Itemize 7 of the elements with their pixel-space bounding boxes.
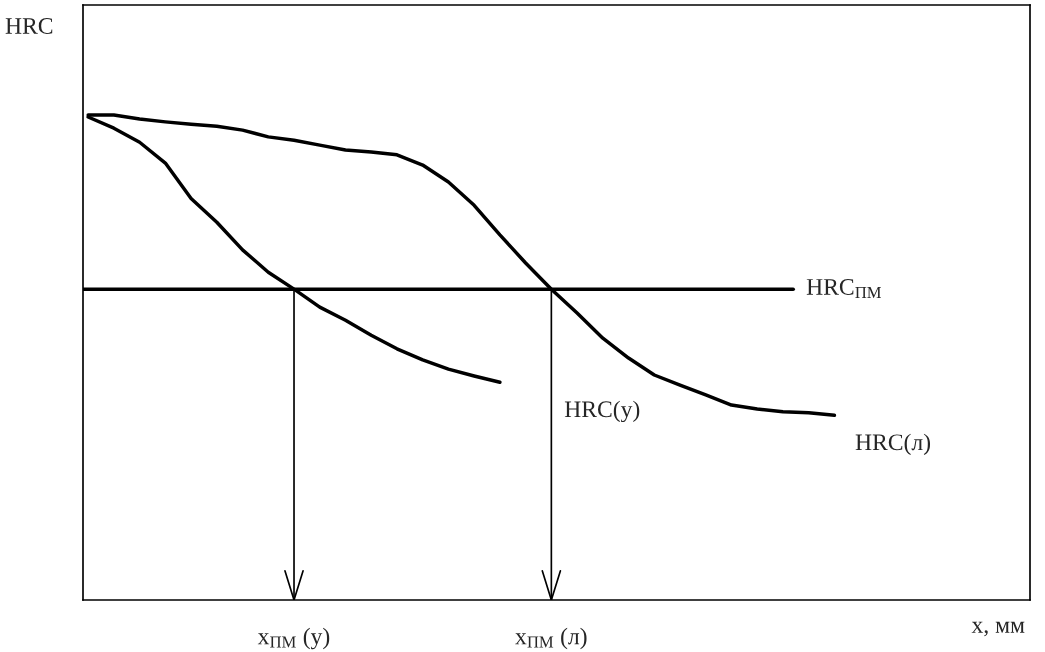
x-tick-label: x$_{ПМ}$ (у): [257, 627, 330, 650]
y-axis-title: HRC: [5, 18, 53, 34]
ref-line-label: HRC$_{ПМ}$: [806, 279, 881, 298]
x-tick-label: x$_{ПМ}$ (л): [515, 627, 587, 650]
series-label: HRC(л): [855, 433, 931, 456]
text: HRC(у): [564, 400, 640, 423]
x-axis-title: x, мм: [971, 621, 1025, 637]
